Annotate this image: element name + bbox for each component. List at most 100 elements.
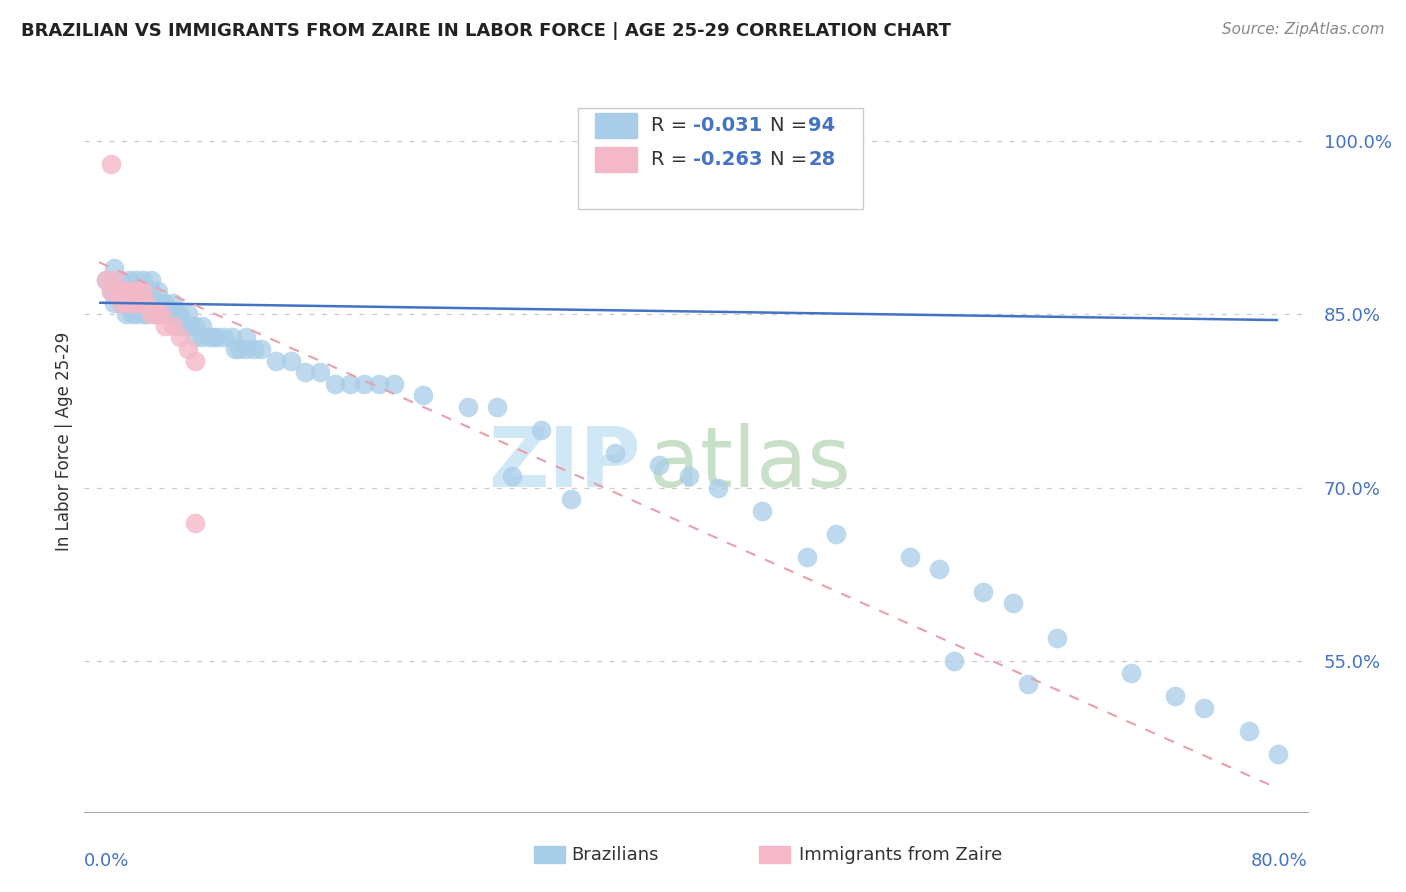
Point: [169, 318, 191, 333]
Point: [243, 342, 266, 356]
Point: [139, 284, 162, 298]
Point: [121, 284, 143, 298]
Text: BRAZILIAN VS IMMIGRANTS FROM ZAIRE IN LABOR FORCE | AGE 25-29 CORRELATION CHART: BRAZILIAN VS IMMIGRANTS FROM ZAIRE IN LA…: [21, 22, 950, 40]
Point: [648, 458, 671, 472]
Point: [202, 330, 225, 344]
Point: [129, 295, 152, 310]
Point: [412, 388, 434, 402]
Point: [139, 272, 162, 286]
Point: [125, 295, 148, 310]
Point: [221, 330, 243, 344]
Point: [139, 307, 162, 321]
Point: [224, 342, 246, 356]
Point: [143, 295, 166, 310]
Point: [1017, 677, 1039, 691]
Y-axis label: In Labor Force | Age 25-29: In Labor Force | Age 25-29: [55, 332, 73, 551]
Point: [146, 307, 169, 321]
Point: [179, 318, 201, 333]
Point: [96, 272, 118, 286]
Point: [1237, 723, 1260, 738]
Point: [117, 295, 139, 310]
Point: [162, 295, 184, 310]
Point: [1046, 631, 1069, 645]
Text: Source: ZipAtlas.com: Source: ZipAtlas.com: [1222, 22, 1385, 37]
Point: [121, 284, 143, 298]
Point: [751, 504, 773, 518]
Point: [191, 330, 214, 344]
Point: [125, 295, 148, 310]
Point: [1119, 665, 1142, 680]
Point: [825, 527, 848, 541]
Point: [105, 284, 128, 298]
Point: [162, 318, 184, 333]
Point: [132, 295, 155, 310]
Point: [143, 307, 166, 321]
Point: [280, 353, 302, 368]
Point: [117, 272, 139, 286]
Point: [103, 295, 125, 310]
Point: [132, 284, 155, 298]
Point: [198, 330, 221, 344]
Point: [250, 342, 273, 356]
Point: [184, 330, 207, 344]
Point: [184, 353, 207, 368]
Point: [707, 481, 730, 495]
Point: [942, 654, 965, 668]
Point: [110, 284, 132, 298]
Point: [132, 284, 155, 298]
Point: [165, 307, 187, 321]
Point: [214, 330, 236, 344]
Point: [309, 365, 332, 379]
Point: [972, 585, 994, 599]
Text: R =: R =: [651, 116, 693, 136]
Text: -0.263: -0.263: [693, 150, 762, 169]
Point: [110, 295, 132, 310]
Point: [114, 295, 136, 310]
Point: [146, 284, 169, 298]
Point: [114, 284, 136, 298]
Point: [1164, 689, 1187, 703]
Point: [184, 516, 207, 530]
Point: [114, 307, 136, 321]
Point: [205, 330, 228, 344]
Point: [146, 307, 169, 321]
Point: [150, 295, 173, 310]
Point: [678, 469, 700, 483]
Point: [191, 318, 214, 333]
Point: [353, 376, 375, 391]
Point: [155, 295, 177, 310]
Point: [155, 318, 177, 333]
Point: [294, 365, 316, 379]
Point: [162, 307, 184, 321]
Point: [125, 284, 148, 298]
Point: [110, 295, 132, 310]
Text: Brazilians: Brazilians: [571, 846, 658, 863]
Point: [143, 307, 166, 321]
Point: [235, 342, 257, 356]
Point: [1267, 747, 1289, 761]
Point: [184, 318, 207, 333]
Point: [100, 157, 122, 171]
Text: 80.0%: 80.0%: [1251, 853, 1308, 871]
Point: [176, 318, 198, 333]
Point: [228, 342, 250, 356]
Point: [1001, 597, 1024, 611]
Point: [100, 284, 122, 298]
Point: [110, 272, 132, 286]
Point: [132, 272, 155, 286]
Text: N =: N =: [770, 116, 814, 136]
Point: [898, 550, 921, 565]
Text: 28: 28: [808, 150, 835, 169]
Point: [150, 307, 173, 321]
Text: N =: N =: [770, 150, 814, 169]
Point: [155, 307, 177, 321]
Point: [603, 446, 626, 460]
Point: [121, 295, 143, 310]
Point: [169, 330, 191, 344]
Point: [117, 284, 139, 298]
Text: -0.031: -0.031: [693, 116, 762, 136]
Point: [125, 307, 148, 321]
Point: [125, 272, 148, 286]
Text: 94: 94: [808, 116, 835, 136]
Point: [135, 284, 157, 298]
